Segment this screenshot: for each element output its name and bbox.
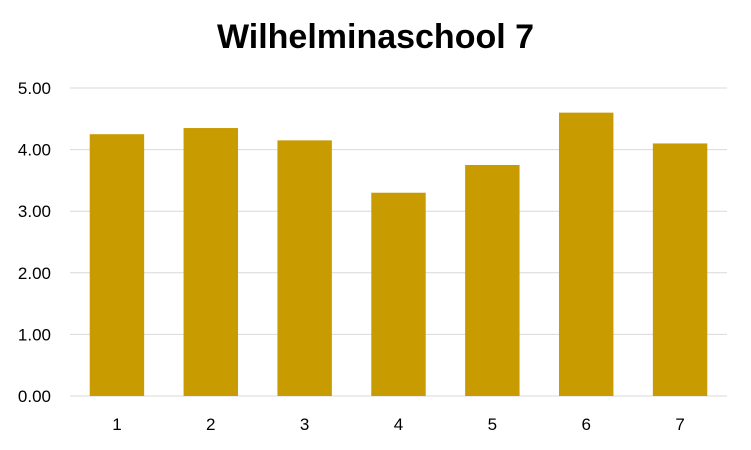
y-tick-label: 4.00 [18,141,51,160]
x-tick-label: 5 [488,415,497,434]
bar-7 [652,143,708,396]
y-axis-ticks: 0.00 1.00 2.00 3.00 4.00 5.00 [18,79,51,406]
bars [89,112,708,397]
y-tick-label: 5.00 [18,79,51,98]
chart-title: Wilhelminaschool 7 [216,18,535,56]
bar-4 [371,192,426,396]
x-tick-label: 6 [581,415,590,434]
y-tick-label: 3.00 [18,202,51,221]
x-tick-label: 4 [394,415,403,434]
bar-2 [183,128,239,397]
y-tick-label: 0.00 [18,387,51,406]
y-tick-label: 2.00 [18,264,51,283]
bar-6 [558,112,614,396]
bar-5 [465,165,520,396]
x-axis-ticks: 1 2 3 4 5 6 7 [112,415,685,434]
y-tick-label: 1.00 [18,325,51,344]
x-tick-label: 2 [206,415,215,434]
x-tick-label: 7 [675,415,684,434]
bar-1 [89,134,145,396]
x-tick-label: 1 [112,415,121,434]
x-tick-label: 3 [300,415,309,434]
bar-3 [277,140,332,396]
